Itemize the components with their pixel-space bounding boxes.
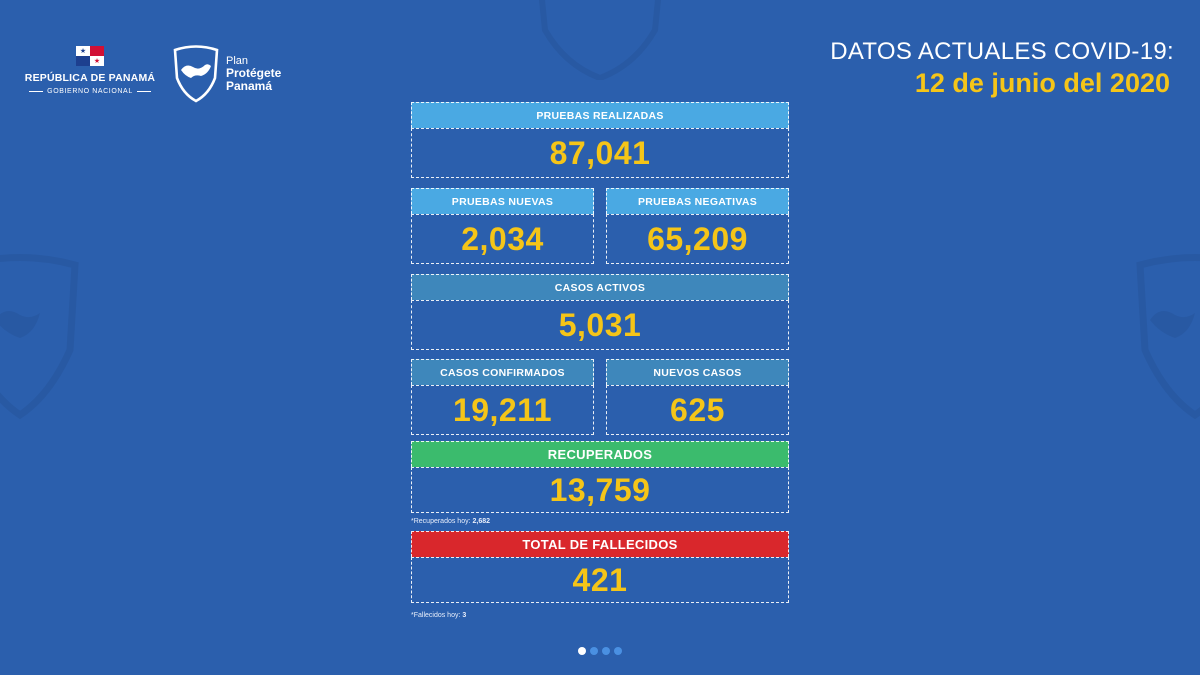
plan-line-1: Plan: [226, 54, 249, 67]
value-pruebas-negativas: 65,209: [606, 214, 789, 264]
value-casos-activos: 5,031: [411, 300, 789, 350]
note-fallecidos: *Fallecidos hoy: 3: [411, 612, 466, 619]
label-casos-activos: CASOS ACTIVOS: [411, 274, 789, 300]
label-pruebas-realizadas: PRUEBAS REALIZADAS: [411, 102, 789, 128]
note-fallecidos-value: 3: [462, 612, 467, 619]
label-casos-confirmados: CASOS CONFIRMADOS: [411, 359, 594, 385]
plan-logo: Plan Protégete Panamá: [172, 44, 281, 104]
panel-pruebas-nuevas: PRUEBAS NUEVAS 2,034: [411, 188, 594, 264]
value-pruebas-realizadas: 87,041: [411, 128, 789, 178]
panel-pruebas-negativas: PRUEBAS NEGATIVAS 65,209: [606, 188, 789, 264]
label-fallecidos: TOTAL DE FALLECIDOS: [411, 531, 789, 557]
label-recuperados: RECUPERADOS: [411, 441, 789, 467]
report-date: 12 de junio del 2020: [914, 68, 1170, 98]
note-fallecidos-label: *Fallecidos hoy:: [411, 612, 461, 619]
note-recuperados: *Recuperados hoy: 2,682: [411, 518, 490, 525]
value-nuevos-casos: 625: [606, 385, 789, 435]
background-shield-top: [535, 0, 665, 80]
value-recuperados: 13,759: [411, 467, 789, 513]
page-title: DATOS ACTUALES COVID-19:: [830, 38, 1174, 65]
pagination-dot-4[interactable]: [614, 647, 622, 655]
pagination-dot-1[interactable]: [578, 647, 586, 655]
page-header: DATOS ACTUALES COVID-19: 12 de junio del…: [830, 38, 1174, 99]
value-pruebas-nuevas: 2,034: [411, 214, 594, 264]
value-casos-confirmados: 19,211: [411, 385, 594, 435]
pagination-dot-3[interactable]: [602, 647, 610, 655]
panel-pruebas-realizadas: PRUEBAS REALIZADAS 87,041: [411, 102, 789, 178]
value-fallecidos: 421: [411, 557, 789, 603]
panel-recuperados: RECUPERADOS 13,759: [411, 441, 789, 513]
label-pruebas-negativas: PRUEBAS NEGATIVAS: [606, 188, 789, 214]
note-recuperados-value: 2,682: [472, 518, 491, 525]
plan-line-2: Protégete: [226, 66, 282, 81]
panel-casos-activos: CASOS ACTIVOS 5,031: [411, 274, 789, 350]
government-logo: ★ ★ REPÚBLICA DE PANAMÁ GOBIERNO NACIONA…: [20, 46, 160, 95]
government-subtitle: GOBIERNO NACIONAL: [20, 88, 160, 95]
note-recuperados-label: *Recuperados hoy:: [411, 518, 471, 525]
label-pruebas-nuevas: PRUEBAS NUEVAS: [411, 188, 594, 214]
background-shield-right: [1135, 250, 1200, 420]
pagination-dots: [578, 647, 622, 655]
government-title: REPÚBLICA DE PANAMÁ: [24, 72, 156, 84]
panel-casos-confirmados: CASOS CONFIRMADOS 19,211: [411, 359, 594, 435]
panel-fallecidos: TOTAL DE FALLECIDOS 421: [411, 531, 789, 603]
shield-map-icon: [173, 45, 219, 103]
pagination-dot-2[interactable]: [590, 647, 598, 655]
label-nuevos-casos: NUEVOS CASOS: [606, 359, 789, 385]
panel-nuevos-casos: NUEVOS CASOS 625: [606, 359, 789, 435]
background-shield-left: [0, 250, 80, 420]
panama-flag-icon: ★ ★: [76, 46, 104, 66]
plan-line-3: Panamá: [226, 78, 273, 93]
